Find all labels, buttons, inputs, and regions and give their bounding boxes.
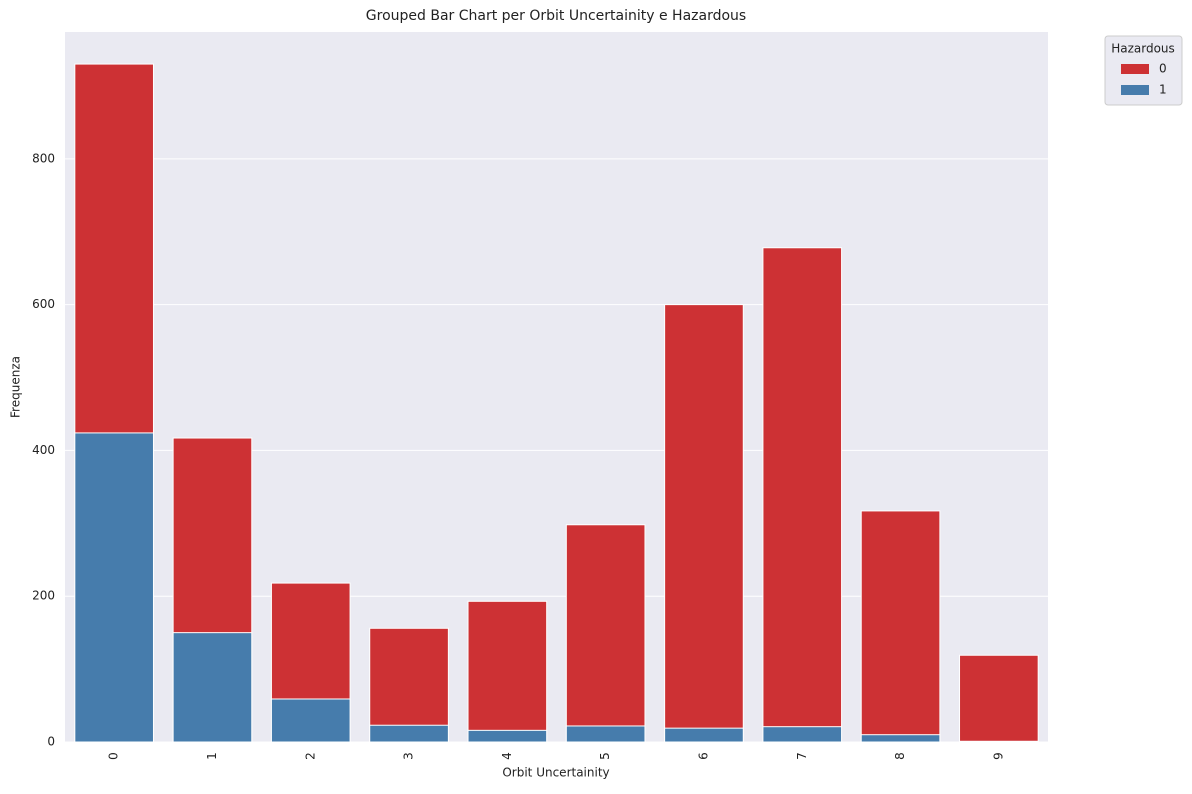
- bar: [860, 510, 941, 743]
- bar: [959, 740, 1039, 743]
- y-axis-label: Frequenza: [9, 356, 23, 418]
- bar: [467, 600, 548, 743]
- bar: [664, 304, 744, 743]
- y-tick-label: 400: [32, 443, 55, 457]
- x-axis-label: Orbit Uncertainity: [502, 766, 609, 780]
- x-tick-label: 2: [303, 752, 317, 760]
- legend-label: 1: [1159, 83, 1167, 97]
- legend-swatch: [1121, 85, 1149, 95]
- x-tick-label: 0: [107, 752, 121, 760]
- bar: [172, 632, 253, 743]
- bar: [762, 247, 843, 743]
- chart-title: Grouped Bar Chart per Orbit Uncertainity…: [366, 8, 746, 24]
- legend-label: 0: [1159, 62, 1167, 76]
- y-tick-label: 800: [32, 151, 55, 165]
- bar: [959, 654, 1039, 743]
- legend-swatch: [1121, 64, 1149, 74]
- bar: [664, 727, 744, 743]
- bar: [369, 627, 449, 743]
- y-tick-label: 0: [47, 735, 55, 749]
- x-tick-label: 8: [893, 752, 907, 760]
- bar: [860, 734, 941, 743]
- x-tick-label: 9: [991, 752, 1005, 760]
- y-tick-label: 200: [32, 589, 55, 603]
- bar: [565, 725, 646, 743]
- x-tick-label: 3: [402, 752, 416, 760]
- x-tick-label: 7: [795, 752, 809, 760]
- bar: [270, 698, 351, 743]
- x-tick-label: 5: [598, 752, 612, 760]
- legend-title: Hazardous: [1111, 42, 1175, 56]
- bar: [762, 726, 843, 743]
- bar: [369, 724, 449, 743]
- bar: [74, 432, 154, 743]
- x-tick-label: 6: [696, 752, 710, 760]
- bar: [565, 524, 646, 743]
- x-tick-label: 4: [500, 752, 514, 760]
- y-tick-label: 600: [32, 297, 55, 311]
- bar: [467, 729, 548, 743]
- x-tick-label: 1: [205, 752, 219, 760]
